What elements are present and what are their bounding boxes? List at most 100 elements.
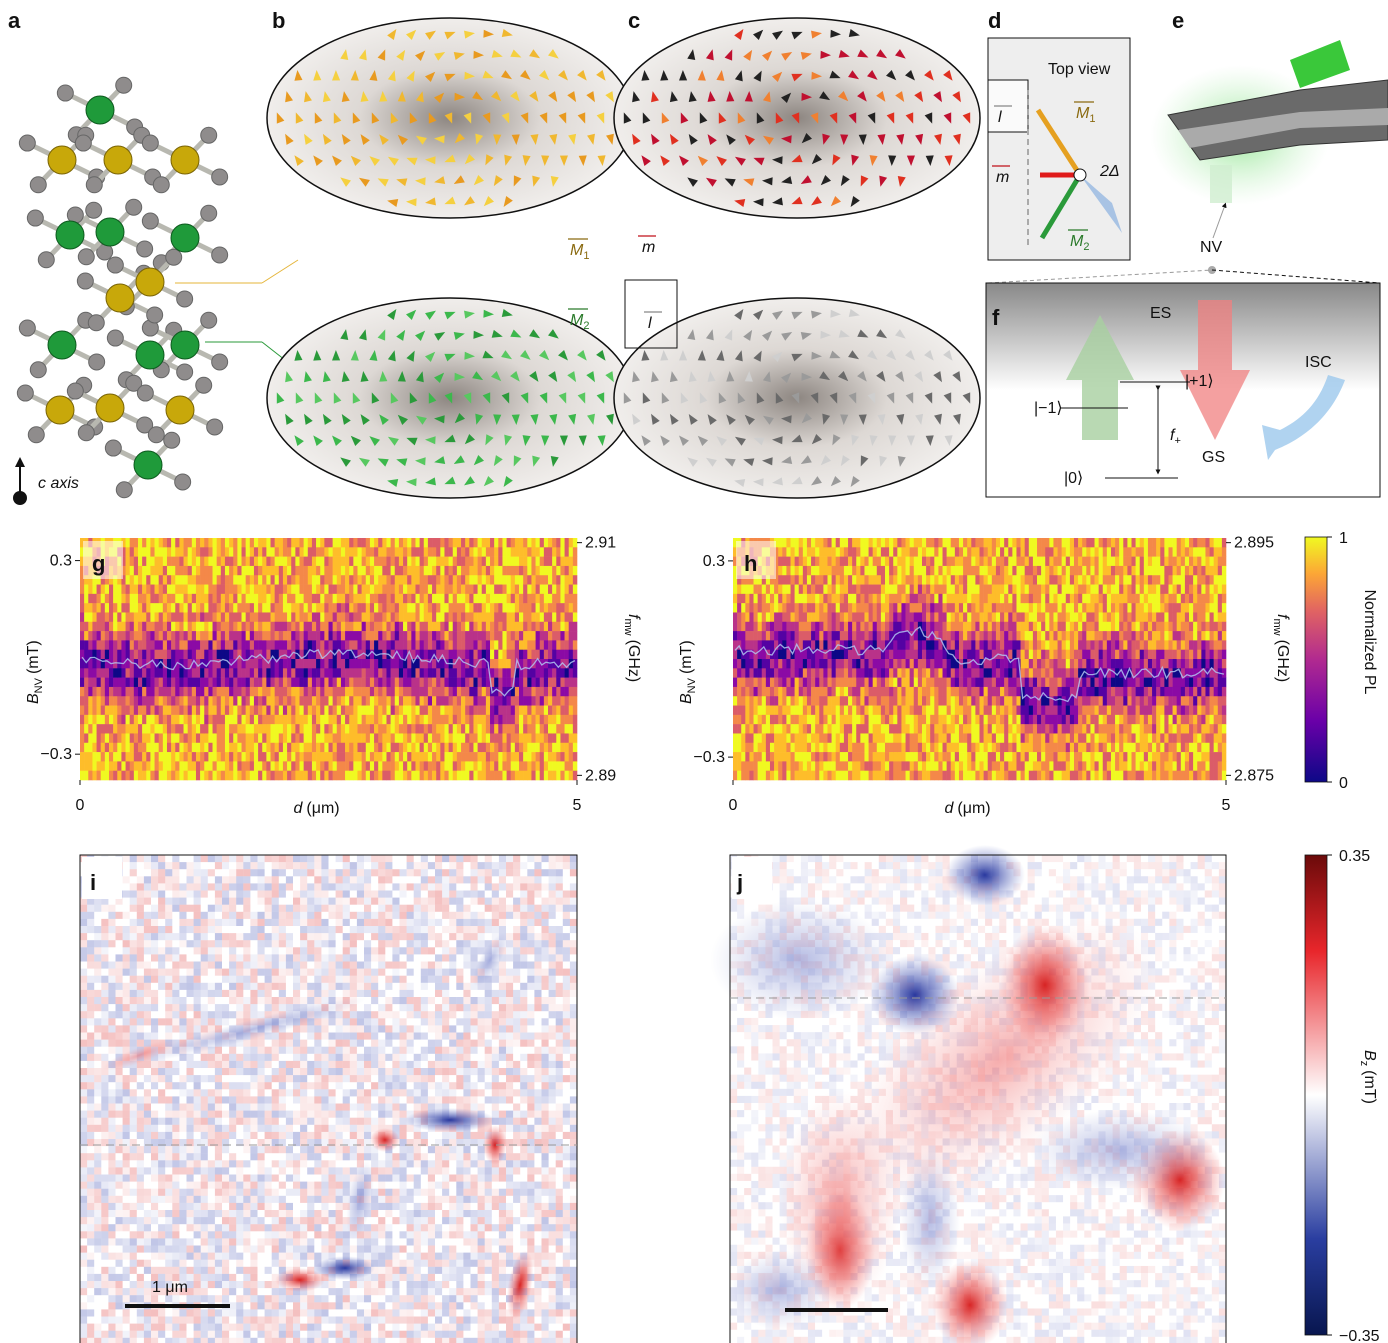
heat-cell bbox=[370, 771, 374, 781]
heat-cell bbox=[341, 640, 345, 650]
heat-cell bbox=[229, 547, 233, 557]
heat-cell bbox=[163, 771, 167, 781]
heat-cell bbox=[457, 715, 461, 725]
heat-cell bbox=[366, 678, 370, 688]
heat-cell bbox=[786, 752, 790, 762]
heat-cell bbox=[134, 771, 138, 781]
heat-cell bbox=[362, 715, 366, 725]
heat-cell bbox=[382, 687, 386, 697]
heat-cell bbox=[192, 771, 196, 781]
heat-cell bbox=[146, 696, 150, 706]
heat-cell bbox=[304, 706, 308, 716]
heat-cell bbox=[869, 594, 873, 604]
heat-cell bbox=[531, 557, 535, 567]
heat-cell bbox=[737, 743, 741, 753]
heat-cell bbox=[329, 771, 333, 781]
heat-cell bbox=[308, 743, 312, 753]
heat-cell bbox=[349, 538, 353, 548]
heat-cell bbox=[146, 733, 150, 743]
heat-cell bbox=[536, 752, 540, 762]
heat-cell bbox=[795, 696, 799, 706]
heat-cell bbox=[155, 715, 159, 725]
heat-cell bbox=[150, 585, 154, 595]
heat-cell bbox=[192, 547, 196, 557]
heat-cell bbox=[531, 575, 535, 585]
heat-cell bbox=[791, 706, 795, 716]
heat-cell bbox=[449, 715, 453, 725]
heat-cell bbox=[349, 752, 353, 762]
heat-cell bbox=[795, 771, 799, 781]
heat-cell bbox=[142, 687, 146, 697]
heat-cell bbox=[237, 547, 241, 557]
heat-cell bbox=[92, 706, 96, 716]
heat-cell bbox=[881, 659, 885, 669]
heat-cell bbox=[155, 631, 159, 641]
heat-cell bbox=[490, 650, 494, 660]
heat-cell bbox=[163, 724, 167, 734]
heat-cell bbox=[134, 761, 138, 771]
heat-cell bbox=[906, 585, 910, 595]
heat-cell bbox=[192, 687, 196, 697]
heat-cell bbox=[424, 538, 428, 548]
heat-cell bbox=[175, 761, 179, 771]
heat-cell bbox=[885, 678, 889, 688]
heat-cell bbox=[254, 678, 258, 688]
heat-cell bbox=[92, 715, 96, 725]
heat-cell bbox=[213, 771, 217, 781]
heat-cell bbox=[536, 706, 540, 716]
heat-cell bbox=[320, 547, 324, 557]
heat-cell bbox=[333, 603, 337, 613]
heat-cell bbox=[250, 585, 254, 595]
heat-cell bbox=[440, 706, 444, 716]
heat-cell bbox=[507, 668, 511, 678]
heat-cell bbox=[556, 733, 560, 743]
heat-cell bbox=[200, 622, 204, 632]
heat-cell bbox=[440, 761, 444, 771]
heat-cell bbox=[142, 631, 146, 641]
heat-cell bbox=[324, 575, 328, 585]
heat-cell bbox=[316, 612, 320, 622]
heat-cell bbox=[428, 715, 432, 725]
heat-cell bbox=[469, 585, 473, 595]
heat-cell bbox=[295, 715, 299, 725]
heat-cell bbox=[457, 706, 461, 716]
heat-cell bbox=[250, 640, 254, 650]
heat-cell bbox=[221, 743, 225, 753]
heat-cell bbox=[395, 575, 399, 585]
heat-cell bbox=[184, 650, 188, 660]
heat-cell bbox=[914, 594, 918, 604]
heat-cell bbox=[329, 733, 333, 743]
heat-cell bbox=[213, 640, 217, 650]
heat-cell bbox=[349, 761, 353, 771]
heat-cell bbox=[287, 771, 291, 781]
heat-cell bbox=[130, 706, 134, 716]
heat-cell bbox=[271, 724, 275, 734]
heat-cell bbox=[204, 566, 208, 576]
heat-cell bbox=[349, 575, 353, 585]
heat-cell bbox=[167, 594, 171, 604]
heat-cell bbox=[811, 603, 815, 613]
heat-cell bbox=[494, 566, 498, 576]
heat-cell bbox=[370, 538, 374, 548]
heat-cell bbox=[150, 631, 154, 641]
heat-cell bbox=[88, 668, 92, 678]
heat-cell bbox=[811, 575, 815, 585]
heat-cell bbox=[799, 743, 803, 753]
heat-cell bbox=[885, 715, 889, 725]
heat-cell bbox=[395, 761, 399, 771]
heat-cell bbox=[465, 668, 469, 678]
heat-cell bbox=[449, 612, 453, 622]
atom bbox=[96, 394, 124, 422]
heat-cell bbox=[171, 622, 175, 632]
heat-cell bbox=[852, 706, 856, 716]
heat-cell bbox=[457, 752, 461, 762]
heat-cell bbox=[791, 603, 795, 613]
heat-cell bbox=[134, 715, 138, 725]
heat-cell bbox=[901, 724, 905, 734]
heat-cell bbox=[424, 752, 428, 762]
heat-cell bbox=[304, 557, 308, 567]
heat-cell bbox=[811, 612, 815, 622]
heat-cell bbox=[349, 612, 353, 622]
heat-cell bbox=[366, 594, 370, 604]
heat-cell bbox=[349, 622, 353, 632]
